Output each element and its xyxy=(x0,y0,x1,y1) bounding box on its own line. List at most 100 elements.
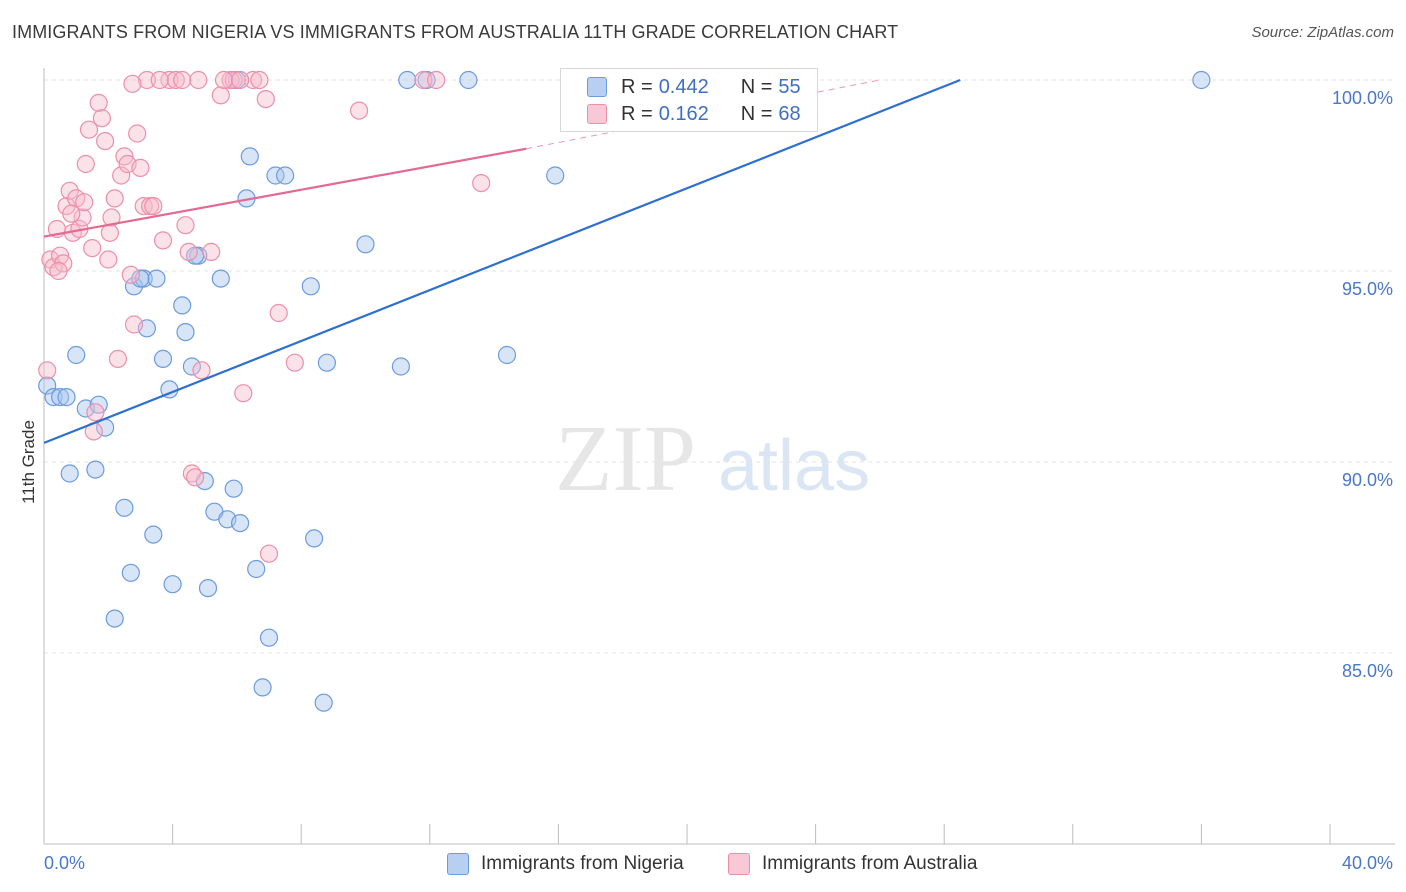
australia-point xyxy=(166,70,185,90)
australia-point xyxy=(427,70,446,90)
nigeria-point xyxy=(247,559,266,579)
nigeria-point xyxy=(224,479,243,498)
legend-r-label: R = xyxy=(621,102,653,125)
watermark: ZIP atlas xyxy=(555,407,870,511)
nigeria-point xyxy=(240,147,259,166)
australia-point xyxy=(211,86,230,105)
nigeria-point xyxy=(356,235,375,254)
australia-point xyxy=(179,242,198,261)
nigeria-point xyxy=(317,353,336,372)
australia-point xyxy=(60,181,79,200)
australia-point xyxy=(86,403,105,422)
nigeria-point xyxy=(459,70,478,90)
australia-point xyxy=(153,231,173,250)
nigeria-point xyxy=(144,525,163,544)
nigeria-point xyxy=(259,628,279,647)
nigeria-point xyxy=(44,388,63,407)
australia-point xyxy=(250,70,269,90)
australia-point xyxy=(137,70,156,90)
legend-swatch-nigeria xyxy=(587,77,607,97)
y-tick-label: 85.0% xyxy=(1342,661,1393,681)
australia-point xyxy=(123,74,142,93)
australia-point xyxy=(269,303,288,323)
nigeria-point xyxy=(182,357,201,376)
australia-point xyxy=(150,70,169,90)
australia-point xyxy=(144,197,163,216)
nigeria-point xyxy=(121,563,140,582)
australia-point xyxy=(350,101,369,120)
australia-point xyxy=(176,216,195,235)
australia-point xyxy=(160,70,179,90)
nigeria-point xyxy=(211,269,230,288)
australia-point xyxy=(83,239,102,258)
australia-point xyxy=(112,166,131,185)
y-tick-label: 100.0% xyxy=(1332,88,1393,108)
australia-point xyxy=(95,132,115,151)
nigeria-point xyxy=(1192,70,1211,90)
nigeria-point xyxy=(266,166,285,185)
australia-trendline xyxy=(43,147,527,238)
legend-n-label: N = xyxy=(740,102,773,125)
bottom-legend-australia: Immigrants from Australia xyxy=(728,851,977,877)
bottom-legend-label-nigeria: Immigrants from Nigeria xyxy=(481,853,684,874)
trend-lines xyxy=(43,78,961,444)
watermark-zip: ZIP xyxy=(555,407,696,511)
tick-labels: 100.0% 95.0% 90.0% 85.0% 0.0% 40.0% xyxy=(44,88,1393,873)
nigeria-point xyxy=(546,166,565,185)
australia-point xyxy=(79,120,99,139)
legend-n-nigeria: 55 xyxy=(778,75,801,98)
y-tick-label: 90.0% xyxy=(1342,470,1393,490)
australia-point xyxy=(75,193,94,212)
legend-swatch-australia xyxy=(587,104,607,124)
nigeria-point xyxy=(131,269,150,288)
australia-point xyxy=(92,109,112,128)
bottom-legend-label-australia: Immigrants from Australia xyxy=(762,853,978,874)
bottom-legend-nigeria: Immigrants from Nigeria xyxy=(447,851,684,877)
nigeria-point xyxy=(497,345,517,365)
australia-point xyxy=(192,361,211,380)
legend-n-australia: 68 xyxy=(778,102,801,125)
australia-point xyxy=(73,208,92,227)
legend-n-label: N = xyxy=(740,75,773,98)
x-tick-label: 0.0% xyxy=(44,853,85,873)
australia-point xyxy=(108,349,128,368)
nigeria-point xyxy=(86,460,105,479)
australia-point xyxy=(105,189,124,208)
australia-point xyxy=(234,384,253,403)
australia-point xyxy=(99,250,118,269)
bottom-legend-swatch-nigeria xyxy=(447,853,469,875)
australia-point xyxy=(134,197,153,216)
nigeria-point xyxy=(253,678,272,697)
nigeria-point xyxy=(198,578,218,598)
australia-point xyxy=(121,265,140,284)
australia-point xyxy=(186,468,205,487)
australia-point xyxy=(89,93,108,113)
australia-point xyxy=(224,70,243,90)
legend-r-nigeria: 0.442 xyxy=(658,75,709,98)
nigeria-point xyxy=(173,296,192,315)
australia-point xyxy=(256,89,275,109)
australia-point xyxy=(102,208,121,227)
nigeria-point xyxy=(301,277,320,296)
bottom-legend-swatch-australia xyxy=(728,853,750,875)
nigeria-point xyxy=(147,269,166,288)
australia-point xyxy=(128,124,147,143)
nigeria-point xyxy=(231,513,250,533)
nigeria-point xyxy=(115,498,134,517)
australia-point xyxy=(100,223,120,242)
australia-point xyxy=(124,315,144,334)
nigeria-trendline xyxy=(43,78,961,444)
chart-title: IMMIGRANTS FROM NIGERIA VS IMMIGRANTS FR… xyxy=(12,22,899,42)
australia-point xyxy=(76,154,95,174)
australia-point xyxy=(472,174,491,193)
legend-box: R = 0.442 N = 55 R = 0.162 N = 68 xyxy=(560,68,818,132)
nigeria-point xyxy=(391,357,410,376)
nigeria-point xyxy=(105,609,124,628)
nigeria-point xyxy=(176,323,195,342)
australia-point xyxy=(173,70,192,90)
watermark-atlas: atlas xyxy=(718,426,870,506)
legend-r-australia: 0.162 xyxy=(658,102,709,125)
nigeria-point xyxy=(67,345,86,365)
axis-layer xyxy=(43,68,1395,845)
nigeria-point xyxy=(305,529,324,548)
